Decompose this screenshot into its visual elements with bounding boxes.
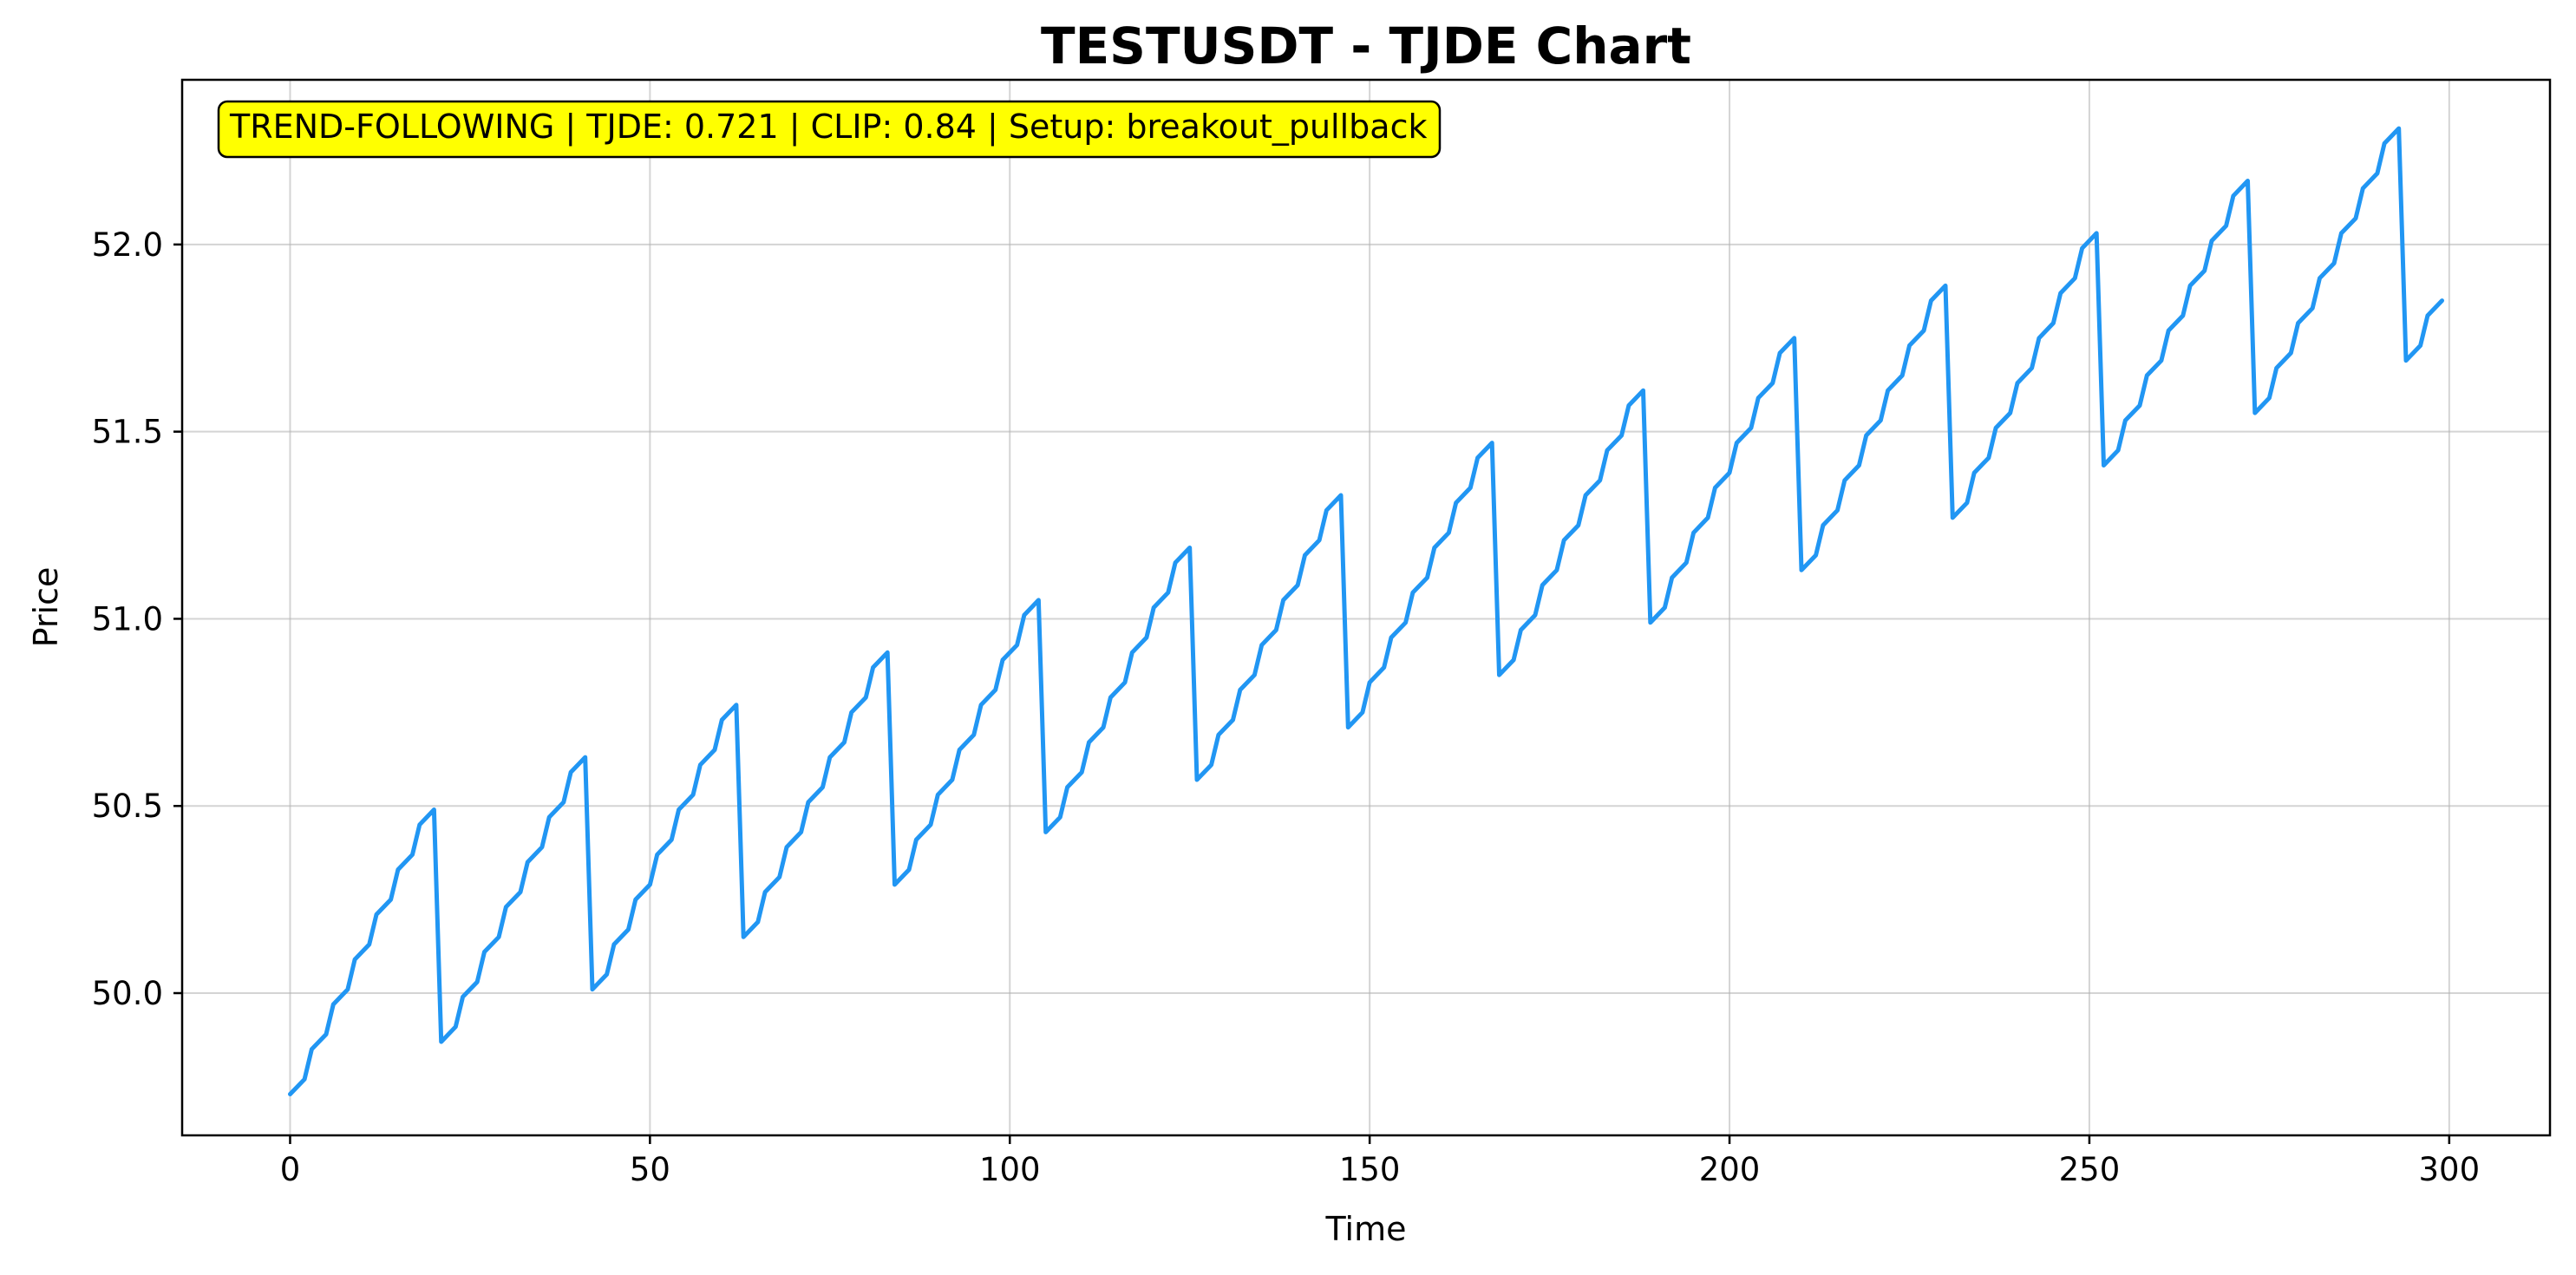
y-tick-label: 51.5 [92, 414, 163, 451]
annotation-text: TREND-FOLLOWING | TJDE: 0.721 | CLIP: 0.… [229, 108, 1427, 147]
x-tick-label: 200 [1699, 1151, 1761, 1188]
x-tick-label: 150 [1339, 1151, 1401, 1188]
axes-frame [180, 78, 2552, 1137]
x-tick-label: 300 [2419, 1151, 2481, 1188]
y-tick-label: 50.0 [92, 975, 163, 1012]
series-line [288, 126, 2444, 1096]
x-tick-label: 100 [979, 1151, 1041, 1188]
y-tick-label: 52.0 [92, 226, 163, 264]
y-tick-label: 50.5 [92, 788, 163, 825]
x-axis-label: Time [1325, 1210, 1407, 1248]
grid [182, 80, 2550, 1135]
x-tick-label: 250 [2059, 1151, 2121, 1188]
chart-title: TESTUSDT - TJDE Chart [1041, 16, 1691, 75]
annotation-box: TREND-FOLLOWING | TJDE: 0.721 | CLIP: 0.… [217, 100, 1442, 159]
ticks: 0 50 100 150 200 250 300 50.0 50.5 51.0 51.5 52.0 [92, 226, 2481, 1188]
y-axis-label: Price [27, 567, 65, 648]
x-tick-label: 50 [630, 1151, 670, 1188]
y-tick-label: 51.0 [92, 600, 163, 638]
series-layer [288, 126, 2444, 1096]
x-tick-label: 0 [280, 1151, 301, 1188]
annotation-background [217, 100, 1442, 159]
